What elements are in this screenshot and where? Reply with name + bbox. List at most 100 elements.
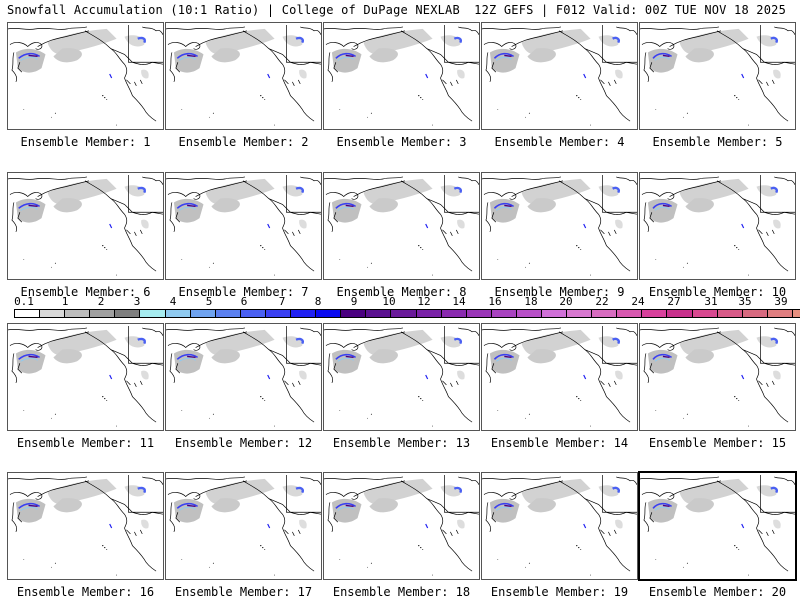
colorbar-tick-label: 2 xyxy=(97,295,105,308)
colorbar-tick-label: 18 xyxy=(524,295,538,308)
ensemble-map-panel[interactable] xyxy=(7,323,164,431)
coastlines xyxy=(166,24,321,122)
ensemble-member-label: Ensemble Member: 16 xyxy=(16,585,155,599)
colorbar-tick-label: 20 xyxy=(559,295,573,308)
coastlines xyxy=(8,174,163,272)
heavy-snow xyxy=(493,337,620,380)
colorbar-tick-label: 16 xyxy=(488,295,502,308)
islands xyxy=(339,95,433,126)
ensemble-map-panel[interactable] xyxy=(165,472,322,580)
colorbar-segment xyxy=(316,310,342,317)
snow-shading xyxy=(489,28,623,79)
page-title: Snowfall Accumulation (10:1 Ratio) | Col… xyxy=(7,3,460,17)
ensemble-member-label: Ensemble Member: 18 xyxy=(332,585,471,599)
islands xyxy=(655,545,749,576)
colorbar-segment xyxy=(40,310,66,317)
colorbar-segment xyxy=(792,310,800,317)
ensemble-member-label: Ensemble Member: 10 xyxy=(648,285,787,299)
coastlines xyxy=(640,174,795,272)
coastlines xyxy=(166,474,321,572)
colorbar-segment xyxy=(15,310,41,317)
heavy-snow xyxy=(18,337,146,380)
heavy-snow xyxy=(335,36,462,79)
ensemble-map-panel[interactable] xyxy=(7,172,164,280)
ensemble-member-label: Ensemble Member: 5 xyxy=(652,135,783,149)
colorbar-segment xyxy=(717,310,743,317)
coastlines xyxy=(640,474,795,572)
coastlines xyxy=(324,174,479,272)
islands xyxy=(497,545,591,576)
heavy-snow xyxy=(18,186,146,229)
snow-shading xyxy=(331,329,465,380)
heavy-snow xyxy=(493,36,620,79)
colorbar-segment xyxy=(65,310,91,317)
ensemble-map-panel[interactable] xyxy=(323,172,480,280)
ensemble-member-label: Ensemble Member: 2 xyxy=(178,135,309,149)
colorbar-tick-label: 12 xyxy=(417,295,431,308)
colorbar-segment xyxy=(516,310,542,317)
colorbar-tick-label: 8 xyxy=(314,295,322,308)
snow-shading xyxy=(15,28,149,79)
coastlines xyxy=(166,174,321,272)
colorbar-segment xyxy=(567,310,593,317)
snowfall-colorbar xyxy=(14,309,800,318)
heavy-snow xyxy=(176,486,304,529)
ensemble-map-panel[interactable] xyxy=(481,22,638,130)
colorbar-segment xyxy=(140,310,166,317)
colorbar-segment xyxy=(441,310,467,317)
ensemble-map-panel[interactable] xyxy=(323,472,480,580)
colorbar-tick-label: 7 xyxy=(278,295,286,308)
islands xyxy=(181,245,275,276)
ensemble-map-panel[interactable] xyxy=(638,471,797,581)
ensemble-member-label: Ensemble Member: 11 xyxy=(16,436,155,450)
colorbar-tick-label: 0.1 xyxy=(14,295,34,308)
coastlines xyxy=(324,474,479,572)
colorbar-tick-label: 10 xyxy=(382,295,396,308)
colorbar-tick-label: 31 xyxy=(704,295,718,308)
ensemble-map-panel[interactable] xyxy=(481,472,638,580)
colorbar-tick-label: 22 xyxy=(595,295,609,308)
colorbar-segment xyxy=(190,310,216,317)
ensemble-map-panel[interactable] xyxy=(165,172,322,280)
colorbar-tick-label: 24 xyxy=(631,295,645,308)
islands xyxy=(339,545,433,576)
ensemble-map-panel[interactable] xyxy=(481,172,638,280)
colorbar-tick-label: 14 xyxy=(452,295,466,308)
ensemble-map-panel[interactable] xyxy=(7,472,164,580)
coastlines xyxy=(482,325,637,423)
colorbar-segment xyxy=(742,310,768,317)
colorbar-segment xyxy=(391,310,417,317)
colorbar-segment xyxy=(265,310,292,317)
ensemble-member-label: Ensemble Member: 1 xyxy=(20,135,151,149)
colorbar-segment xyxy=(642,310,668,317)
coastlines xyxy=(640,325,795,423)
ensemble-map-panel[interactable] xyxy=(639,323,796,431)
ensemble-map-panel[interactable] xyxy=(481,323,638,431)
heavy-snow xyxy=(176,36,304,79)
islands xyxy=(497,95,591,126)
ensemble-map-panel[interactable] xyxy=(165,22,322,130)
islands xyxy=(497,396,591,427)
coastlines xyxy=(482,474,637,572)
heavy-snow xyxy=(18,486,146,529)
colorbar-segment xyxy=(215,310,241,317)
ensemble-map-panel[interactable] xyxy=(323,22,480,130)
ensemble-map-panel[interactable] xyxy=(165,323,322,431)
islands xyxy=(655,245,749,276)
colorbar-segment xyxy=(341,310,367,317)
coastlines xyxy=(640,24,795,122)
islands xyxy=(181,545,275,576)
ensemble-member-label: Ensemble Member: 4 xyxy=(494,135,625,149)
colorbar-segment xyxy=(90,310,116,317)
colorbar-tick-label: 9 xyxy=(350,295,358,308)
colorbar-segment xyxy=(416,310,442,317)
heavy-snow xyxy=(176,186,304,229)
islands xyxy=(23,396,117,427)
islands xyxy=(655,95,749,126)
ensemble-map-panel[interactable] xyxy=(323,323,480,431)
colorbar-segment xyxy=(491,310,517,317)
ensemble-map-panel[interactable] xyxy=(639,172,796,280)
colorbar-segment xyxy=(291,310,317,317)
ensemble-map-panel[interactable] xyxy=(7,22,164,130)
ensemble-map-panel[interactable] xyxy=(639,22,796,130)
